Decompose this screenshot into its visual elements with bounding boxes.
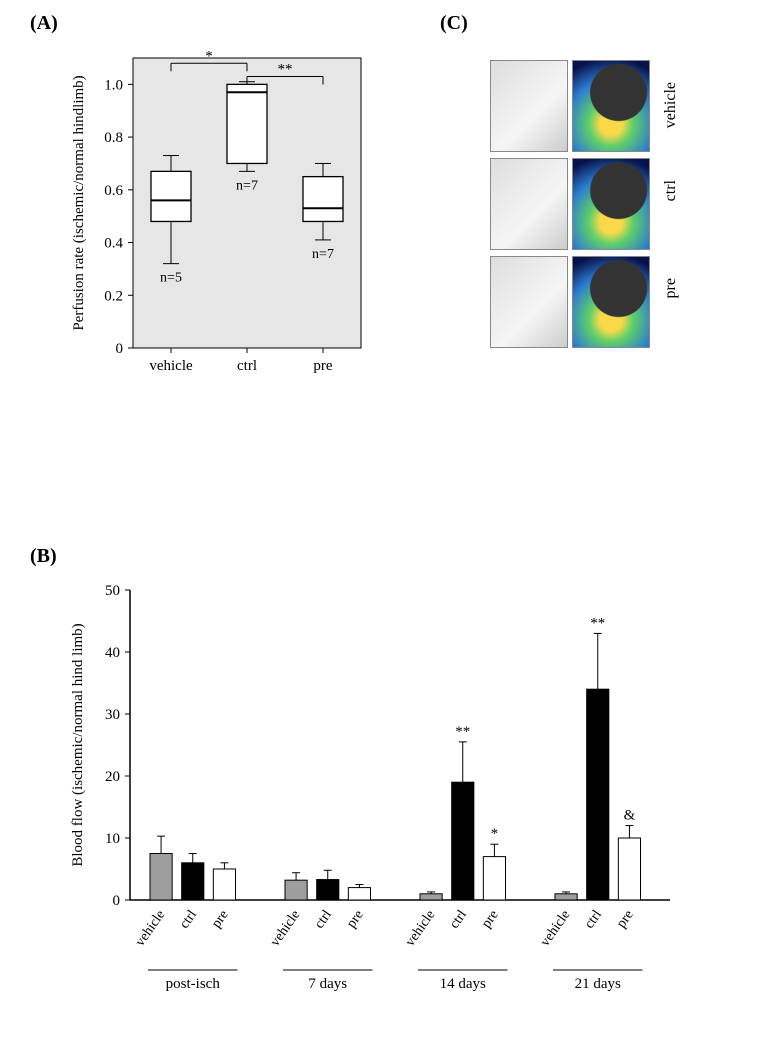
panel-c-photo: [490, 256, 568, 348]
panel-c-thermal: [572, 60, 650, 152]
panel-c-row-label: pre: [662, 278, 680, 298]
panel-a-label: (A): [30, 12, 58, 35]
svg-text:**: **: [278, 61, 293, 77]
svg-text:pre: pre: [313, 358, 332, 374]
panel-c-photo: [490, 158, 568, 250]
panel-b-label: (B): [30, 545, 57, 568]
svg-text:50: 50: [105, 583, 120, 599]
svg-text:pre: pre: [479, 908, 502, 931]
svg-text:vehicle: vehicle: [538, 908, 573, 950]
svg-text:**: **: [590, 615, 605, 631]
panel-c-thermal: [572, 158, 650, 250]
svg-text:n=5: n=5: [160, 271, 182, 286]
svg-text:pre: pre: [344, 908, 367, 931]
svg-text:vehicle: vehicle: [268, 908, 303, 950]
svg-text:pre: pre: [614, 908, 637, 931]
svg-text:40: 40: [105, 645, 120, 661]
svg-text:ctrl: ctrl: [447, 908, 470, 932]
svg-text:vehicle: vehicle: [149, 358, 193, 374]
svg-text:ctrl: ctrl: [237, 358, 257, 374]
figure-container: (A) 0 0.2 0.4 0.6 0.8 1.0 Perfusion rate (isch…: [0, 0, 771, 1038]
panel-c-label: (C): [440, 12, 468, 35]
svg-text:21 days: 21 days: [575, 976, 621, 992]
svg-text:pre: pre: [209, 908, 232, 931]
svg-text:0: 0: [116, 341, 124, 357]
svg-text:ctrl: ctrl: [177, 908, 200, 932]
svg-text:**: **: [455, 724, 470, 740]
svg-text:30: 30: [105, 707, 120, 723]
svg-text:Blood flow (ischemic/normal hi: Blood flow (ischemic/normal hind limb): [70, 623, 86, 866]
svg-text:0.6: 0.6: [104, 183, 123, 199]
panel-a-chart: 0 0.2 0.4 0.6 0.8 1.0 Perfusion rate (ischemic…: [65, 40, 395, 420]
panel-c-row-label: vehicle: [662, 82, 680, 128]
svg-text:vehicle: vehicle: [403, 908, 438, 950]
svg-text:7 days: 7 days: [308, 976, 347, 992]
svg-text:20: 20: [105, 769, 120, 785]
svg-text:&: &: [624, 808, 636, 824]
svg-text:ctrl: ctrl: [582, 908, 605, 932]
svg-text:10: 10: [105, 831, 120, 847]
svg-text:0.4: 0.4: [104, 236, 123, 252]
svg-text:0.8: 0.8: [104, 130, 123, 146]
panel-c-photo: [490, 60, 568, 152]
panel-c-thermal: [572, 256, 650, 348]
svg-text:*: *: [205, 48, 213, 64]
panel-c-row-label: ctrl: [662, 180, 680, 201]
svg-text:ctrl: ctrl: [312, 908, 335, 932]
svg-text:14 days: 14 days: [440, 976, 486, 992]
svg-text:*: *: [491, 826, 499, 842]
svg-text:post-isch: post-isch: [166, 976, 221, 992]
svg-text:vehicle: vehicle: [133, 908, 168, 950]
svg-text:0.2: 0.2: [104, 288, 123, 304]
svg-text:1.0: 1.0: [104, 77, 123, 93]
panel-b-chart: 0 10 20 30 40 50 Blood flow (ischemic/normal h…: [60, 580, 700, 1020]
svg-text:n=7: n=7: [312, 247, 334, 262]
svg-text:n=7: n=7: [236, 178, 258, 193]
svg-text:Perfusion rate (ischemic/norma: Perfusion rate (ischemic/normal hindlimb…: [71, 75, 87, 330]
svg-text:0: 0: [113, 893, 121, 909]
